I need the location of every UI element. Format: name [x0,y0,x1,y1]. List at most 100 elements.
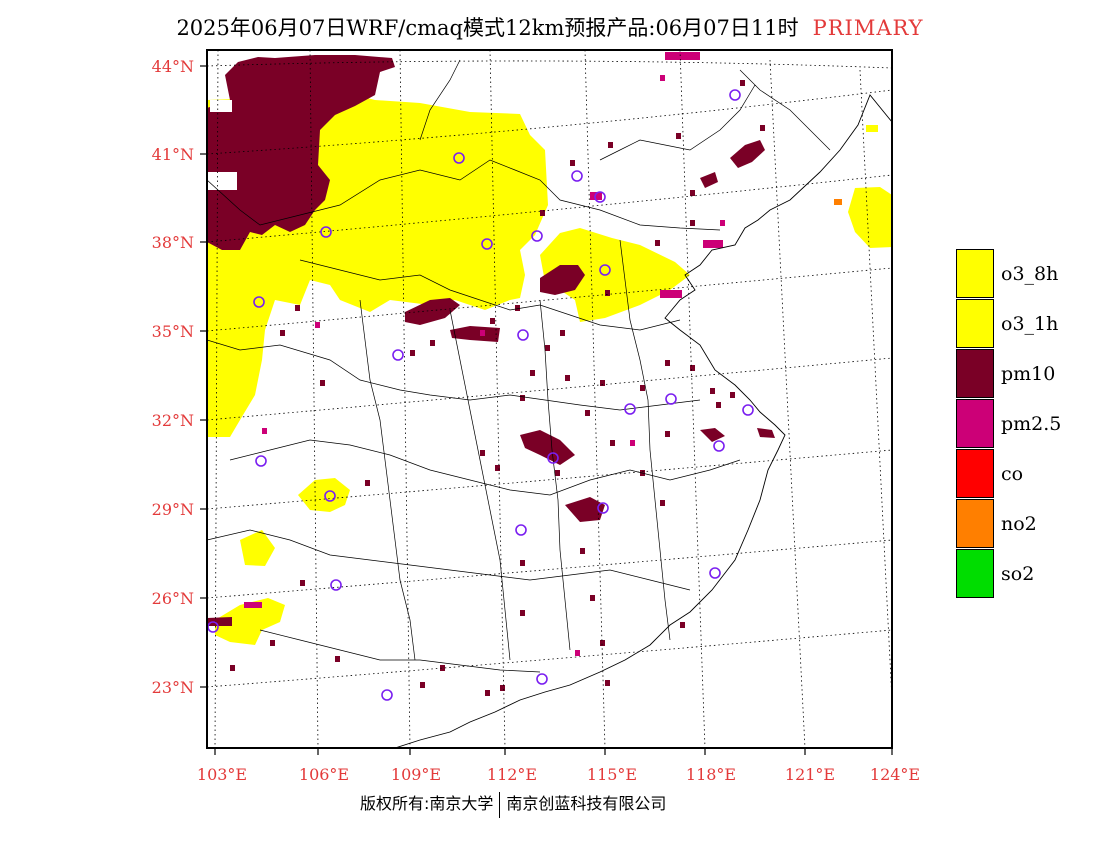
pm10-area-north [207,55,395,250]
city-marker [571,170,583,182]
copyright-footer: 版权所有:南京大学 南京创蓝科技有限公司 [360,790,666,818]
legend-label: o3_8h [1001,263,1059,285]
title-product: PRIMARY [812,16,924,40]
pm25-patch-shandong [660,290,682,298]
x-tick-label: 106°E [299,765,349,784]
legend-label: pm10 [1001,363,1056,385]
city-marker [453,152,465,164]
city-marker [392,349,404,361]
map-title: 2025年06月07日WRF/cmaq模式12km预报产品:06月07日11时 P… [0,12,1100,42]
pm10-cell [320,380,325,386]
pm10-cell [710,388,715,394]
geographic-boundaries [207,59,892,748]
pm10-cell [410,350,415,356]
city-marker [709,567,721,579]
city-marker [481,238,493,250]
city-marker [665,393,677,405]
pm10-cell [485,690,490,696]
pm10-cell [540,210,545,216]
pm10-notch [207,172,237,190]
city-marker [594,191,606,203]
legend-label: o3_1h [1001,313,1059,335]
x-tick-label: 115°E [587,765,637,784]
pm10-cell [690,190,695,196]
pm10-cell [565,375,570,381]
legend-swatch [956,449,994,498]
pm10-cell [600,640,605,646]
pm10-cell [280,330,285,336]
x-tick-label: 118°E [686,765,736,784]
pm10-area-jinan [540,265,585,295]
pm10-cell [608,142,613,148]
pm10-cell [495,465,500,471]
pm10-cell [520,395,525,401]
pm25-patch-bohai [703,240,723,248]
pm10-notch2 [210,100,232,112]
y-axis-labels: 44°N 41°N 38°N 35°N 32°N 29°N 26°N 23°N [152,57,194,697]
pm10-area-hunan [565,497,605,522]
pm10-cell [545,345,550,351]
pm10-cell [555,470,560,476]
map-frame [206,49,893,749]
pm10-cell [740,80,745,86]
city-marker [517,329,529,341]
pm10-cell [500,685,505,691]
pm10-cell [640,385,645,391]
pm10-cell [570,160,575,166]
pm10-cell [480,450,485,456]
pm10-cell [515,305,520,311]
y-tick-label: 29°N [152,500,194,519]
city-marker [255,455,267,467]
x-tick-label: 109°E [391,765,441,784]
pm10-cell [605,290,610,296]
pm10-cell [590,595,595,601]
city-markers [207,89,754,701]
city-marker [253,296,265,308]
footer-divider [499,791,501,818]
o3-area-sichuan [298,478,350,512]
legend-swatch [956,349,994,398]
x-tick-label: 103°E [197,765,247,784]
pm25-cell [575,650,580,656]
pm10-cell [270,640,275,646]
city-marker [624,403,636,415]
pm10-cell [490,318,495,324]
pm10-cell [365,480,370,486]
pm10-cell [605,680,610,686]
pm10-area-jiangsu [700,428,725,442]
x-axis-labels: 103°E 106°E 109°E 112°E 115°E 118°E 121°… [197,765,920,784]
title-main: 2025年06月07日WRF/cmaq模式12km预报产品:06月07日11时 [176,16,799,40]
legend-swatch [956,399,994,448]
pm25-cell [480,330,485,336]
pm10-cell [440,665,445,671]
pm10-cell [520,610,525,616]
pm10-cell [520,560,525,566]
city-marker [599,264,611,276]
pm10-area-yangtze [520,430,575,465]
pollutant-areas [207,52,892,696]
city-marker [324,490,336,502]
pm25-cell [630,440,635,446]
city-marker [381,689,393,701]
legend-label: pm2.5 [1001,413,1062,435]
pm10-area-guanzhong [450,326,500,342]
pm25-cell [660,75,665,81]
tick-marks [200,65,893,755]
scatter-cells [230,75,765,696]
legend-swatch [956,499,994,548]
city-marker [320,226,332,238]
y-tick-label: 44°N [152,57,194,76]
pm10-cell [610,440,615,446]
pm10-area-liaoning [700,172,718,188]
y-tick-label: 35°N [152,322,194,341]
pm10-cell [676,133,681,139]
legend-swatch [956,549,994,598]
x-tick-label: 124°E [870,765,920,784]
pm10-cell [660,500,665,506]
pm10-cell [600,380,605,386]
pm25-patch-yunnan [244,602,262,608]
x-tick-label: 112°E [487,765,537,784]
pm10-cell [760,125,765,131]
pm25-cell [262,428,267,434]
